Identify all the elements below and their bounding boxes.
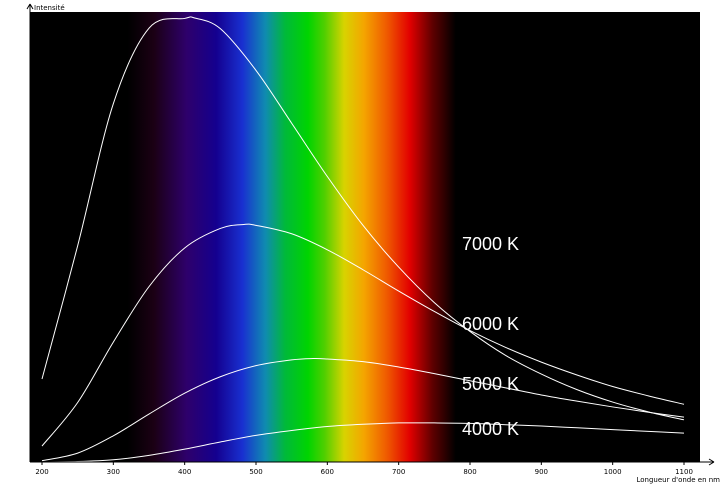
visible-spectrum-band xyxy=(127,12,456,462)
plot-area: 7000 K 6000 K 5000 K 4000 K xyxy=(30,12,700,463)
x-axis-arrow xyxy=(708,458,715,466)
series-line-4000-k xyxy=(41,422,685,463)
series-label-4000-k: 4000 K xyxy=(462,419,519,439)
series-labels: 7000 K 6000 K 5000 K 4000 K xyxy=(462,234,519,439)
x-tick-label: 700 xyxy=(392,468,405,476)
x-axis-title: Longueur d'onde en nm xyxy=(636,476,720,484)
x-tick-label: 900 xyxy=(535,468,548,476)
series-line-7000-k xyxy=(41,16,685,421)
y-axis-title: Intensité xyxy=(34,4,65,12)
axes: 200 300 400 500 600 700 800 900 1000 1100 Intensi… xyxy=(26,3,720,484)
series-label-6000-k: 6000 K xyxy=(462,314,519,334)
x-tick-label: 200 xyxy=(35,468,48,476)
series-label-7000-k: 7000 K xyxy=(462,234,519,254)
x-ticks: 200 300 400 500 600 700 800 900 1000 1100 xyxy=(35,462,693,476)
series-lines xyxy=(41,16,685,463)
series-label-5000-k: 5000 K xyxy=(462,374,519,394)
x-tick-label: 300 xyxy=(107,468,120,476)
series-line-6000-k xyxy=(41,223,685,447)
x-tick-label: 400 xyxy=(178,468,191,476)
x-tick-label: 800 xyxy=(463,468,476,476)
x-tick-label: 1000 xyxy=(604,468,622,476)
series-line-5000-k xyxy=(41,357,685,462)
x-tick-label: 500 xyxy=(249,468,262,476)
y-axis-arrow xyxy=(26,3,34,10)
x-tick-label: 1100 xyxy=(675,468,693,476)
x-tick-label: 600 xyxy=(321,468,334,476)
